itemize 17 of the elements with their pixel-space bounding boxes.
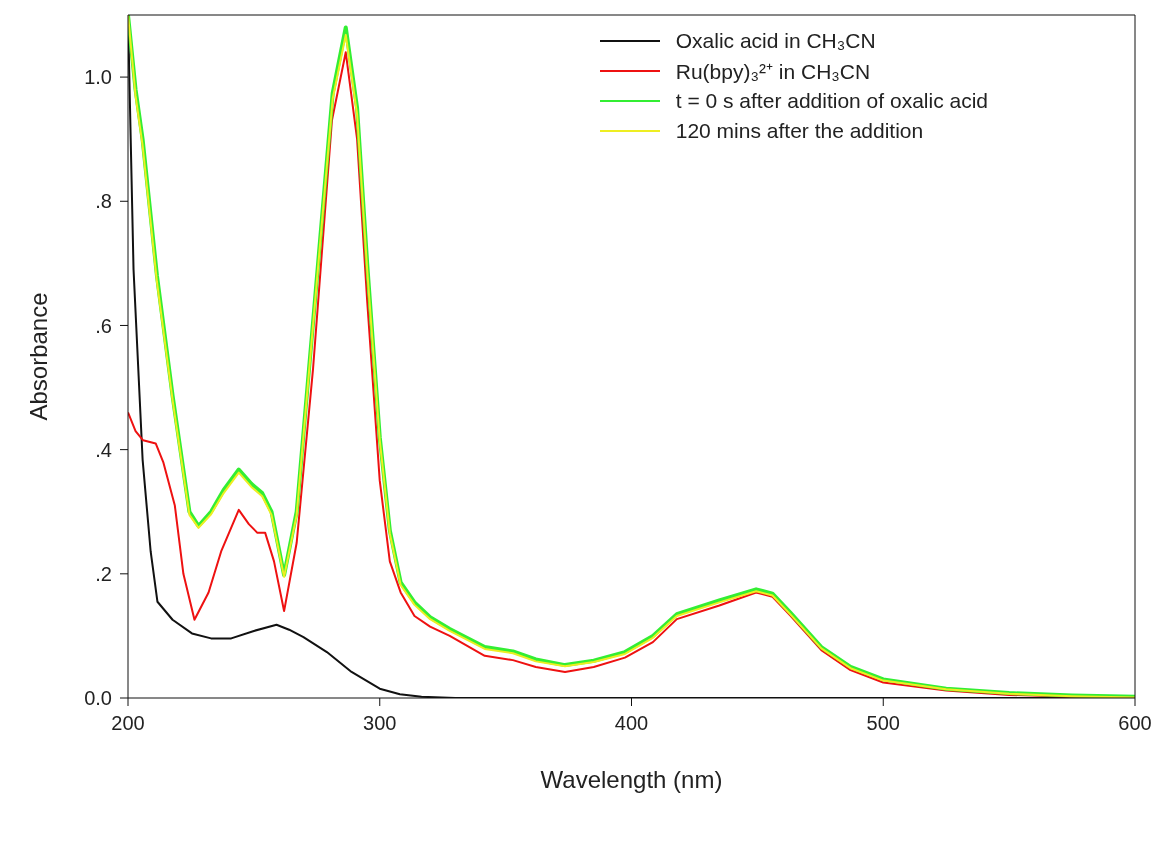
y-tick-label: .4 [95, 438, 112, 461]
y-axis-title: Absorbance [24, 292, 52, 421]
x-tick-label: 500 [866, 712, 900, 735]
legend-label: Oxalic acid in CH₃CN [675, 29, 876, 53]
legend-label: 120 mins after the addition [675, 119, 924, 143]
y-tick-label: .6 [95, 314, 112, 337]
y-tick-label: .8 [95, 190, 112, 213]
x-tick-label: 200 [111, 712, 145, 735]
x-axis-title: Wavelength (nm) [540, 766, 723, 793]
x-tick-label: 400 [614, 712, 649, 735]
x-tick-label: 300 [363, 712, 397, 735]
y-tick-label: 0.0 [84, 687, 112, 710]
y-tick-label: 1.0 [84, 66, 112, 89]
legend-label: t = 0 s after addition of oxalic acid [675, 89, 988, 113]
legend-label: Ru(bpy)₃²⁺ in CH₃CN [675, 59, 871, 85]
y-tick-label: .2 [95, 562, 112, 585]
x-tick-label: 600 [1118, 712, 1152, 735]
